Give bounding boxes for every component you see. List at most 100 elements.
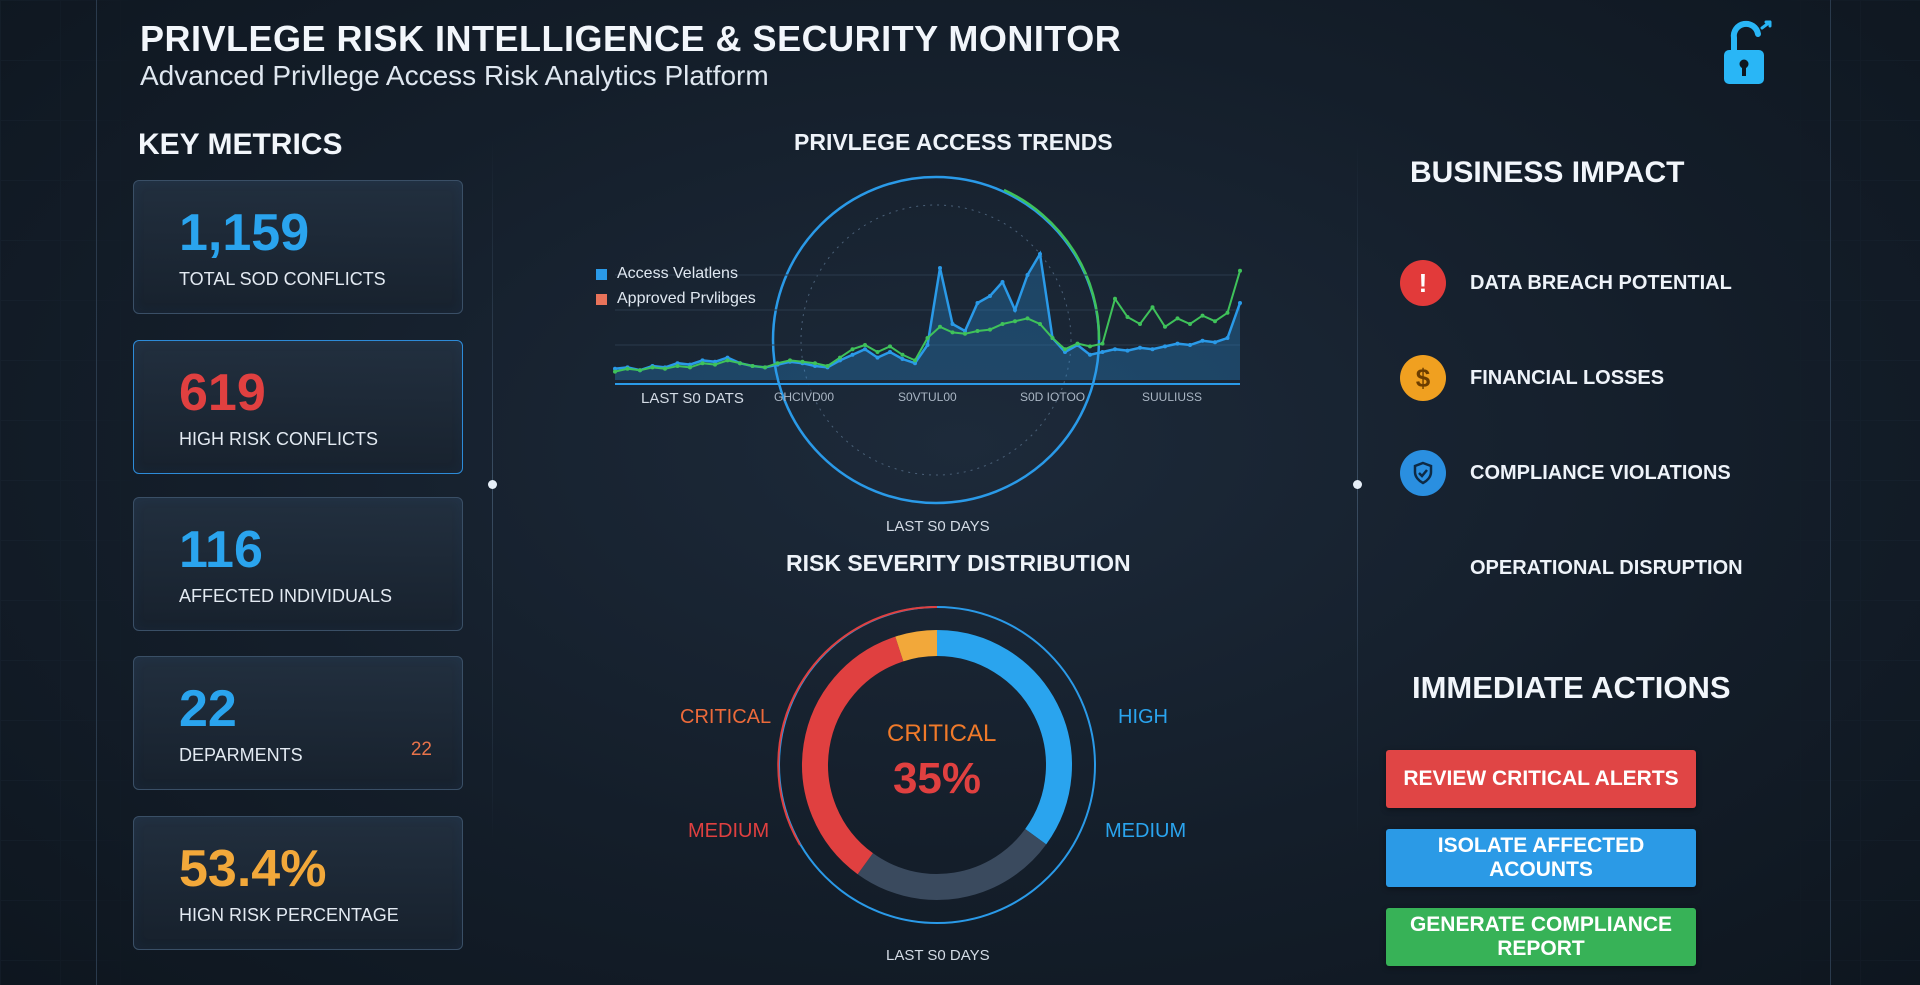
donut-segment-medium <box>895 630 938 662</box>
data-point-approved <box>800 359 805 364</box>
data-point-access <box>1150 347 1155 352</box>
x-tick-label: GHCIVD00 <box>774 390 835 404</box>
frame-divider-left <box>96 0 97 985</box>
severity-chart-title: RISK SEVERITY DISTRIBUTION <box>786 550 1131 576</box>
data-point-approved <box>825 364 830 368</box>
data-point-access <box>1163 344 1167 349</box>
data-point-approved <box>1038 322 1042 326</box>
metric-label: HIGH RISK CONFLICTS <box>179 429 379 449</box>
data-point-access <box>1113 347 1117 352</box>
data-point-access <box>913 361 917 366</box>
data-point-approved <box>650 365 655 370</box>
metric-card-high-risk[interactable]: 619 HIGH RISK CONFLICTS <box>133 340 463 474</box>
data-point-approved <box>1063 347 1067 352</box>
column-divider-left <box>492 140 493 840</box>
data-point-access <box>963 329 967 333</box>
data-point-approved <box>1138 322 1142 326</box>
generate-compliance-report-button[interactable]: GENERATE COMPLIANCE REPORT <box>1386 908 1696 966</box>
x-tick-label: S0D IOTOO <box>1020 390 1086 404</box>
exclamation-icon: ! <box>1400 260 1446 306</box>
severity-label-high: HIGH <box>1118 706 1168 728</box>
data-point-access <box>863 347 867 352</box>
data-point-approved <box>1213 319 1217 324</box>
data-point-approved <box>975 329 980 333</box>
data-point-access <box>875 355 880 360</box>
metric-card-risk-percentage[interactable]: 53.4% HIGN RISK PERCENTAGE <box>133 816 463 950</box>
data-point-access <box>1038 252 1042 256</box>
data-point-approved <box>788 358 792 363</box>
data-point-approved <box>775 361 780 366</box>
metric-label: TOTAL SOD CONFLICTS <box>179 269 386 289</box>
page-title: PRIVLEGE RISK INTELLIGENCE & SECURITY MO… <box>140 18 1122 59</box>
data-point-access <box>700 358 705 363</box>
metric-card-departments[interactable]: 22 DEPARMENTS 22 <box>133 656 463 790</box>
data-point-approved <box>1125 315 1130 319</box>
data-point-approved <box>763 365 767 370</box>
data-point-access <box>800 361 805 366</box>
data-point-approved <box>675 364 680 368</box>
data-point-access <box>950 322 955 326</box>
data-point-approved <box>838 355 842 360</box>
data-point-access <box>663 365 667 370</box>
data-point-approved <box>888 344 892 349</box>
frame-divider-right <box>1830 0 1831 985</box>
data-point-access <box>750 364 755 368</box>
trend-ring-accent <box>1003 188 1101 341</box>
data-point-approved <box>938 324 942 329</box>
data-point-access <box>1125 348 1130 353</box>
data-point-approved <box>850 347 855 352</box>
metric-label: HIGN RISK PERCENTAGE <box>179 905 399 925</box>
metric-value: 22 <box>179 680 237 738</box>
data-point-approved <box>738 361 742 366</box>
data-point-access <box>725 355 730 360</box>
trend-ring-inner <box>800 204 1072 476</box>
data-point-approved <box>1025 316 1030 321</box>
trend-ring <box>771 175 1101 505</box>
data-point-approved <box>1050 336 1055 340</box>
data-point-access <box>900 357 905 361</box>
data-point-approved <box>913 358 917 363</box>
impact-label: DATA BREACH POTENTIAL <box>1470 272 1732 294</box>
data-point-access <box>1138 345 1142 350</box>
data-point-approved <box>963 331 967 336</box>
data-point-access <box>850 352 855 357</box>
legend-label: Access Velatlens <box>617 265 738 282</box>
data-point-approved <box>1200 313 1205 318</box>
isolate-affected-accounts-button[interactable]: ISOLATE AFFECTED ACOUNTS <box>1386 829 1696 887</box>
data-point-access <box>975 301 980 305</box>
metric-card-total-sod[interactable]: 1,159 TOTAL SOD CONFLICTS <box>133 180 463 314</box>
review-critical-alerts-button[interactable]: REVIEW CRITICAL ALERTS <box>1386 750 1696 808</box>
legend-item: Approved Prvlibges <box>596 290 756 308</box>
data-point-approved <box>713 362 717 367</box>
data-point-approved <box>1150 305 1155 310</box>
data-point-approved <box>613 369 617 374</box>
trends-chart-title: PRIVLEGE ACCESS TRENDS <box>794 129 1113 155</box>
data-point-approved <box>1000 322 1005 326</box>
data-point-approved <box>1013 319 1017 324</box>
data-point-access <box>738 361 742 366</box>
x-tick-label: SUULIUSS <box>1142 390 1203 404</box>
data-point-approved <box>813 361 817 366</box>
unlock-icon[interactable] <box>1720 18 1776 90</box>
impact-label: OPERATIONAL DISRUPTION <box>1470 557 1743 579</box>
data-point-access <box>1075 343 1080 347</box>
data-point-access <box>938 266 942 270</box>
data-point-access <box>775 362 780 367</box>
key-metrics-heading: KEY METRICS <box>138 128 343 161</box>
donut-center-value: 35% <box>892 754 982 803</box>
metric-value: 116 <box>179 521 263 579</box>
donut-center-label: CRITICAL <box>887 720 997 747</box>
data-point-access <box>1225 336 1230 340</box>
metric-extra-value: 22 <box>410 739 432 760</box>
data-point-access <box>688 362 692 367</box>
data-point-approved <box>1175 316 1180 321</box>
data-point-approved <box>1238 268 1242 273</box>
data-point-access <box>1025 273 1030 277</box>
data-point-approved <box>900 352 905 357</box>
metric-card-affected[interactable]: 116 AFFECTED INDIVIDUALS <box>133 497 463 631</box>
data-point-access <box>1213 340 1217 345</box>
data-point-access <box>763 365 767 370</box>
severity-label-medium-left: MEDIUM <box>688 820 770 842</box>
shield-icon <box>1400 450 1446 496</box>
metric-value: 619 <box>179 364 266 422</box>
